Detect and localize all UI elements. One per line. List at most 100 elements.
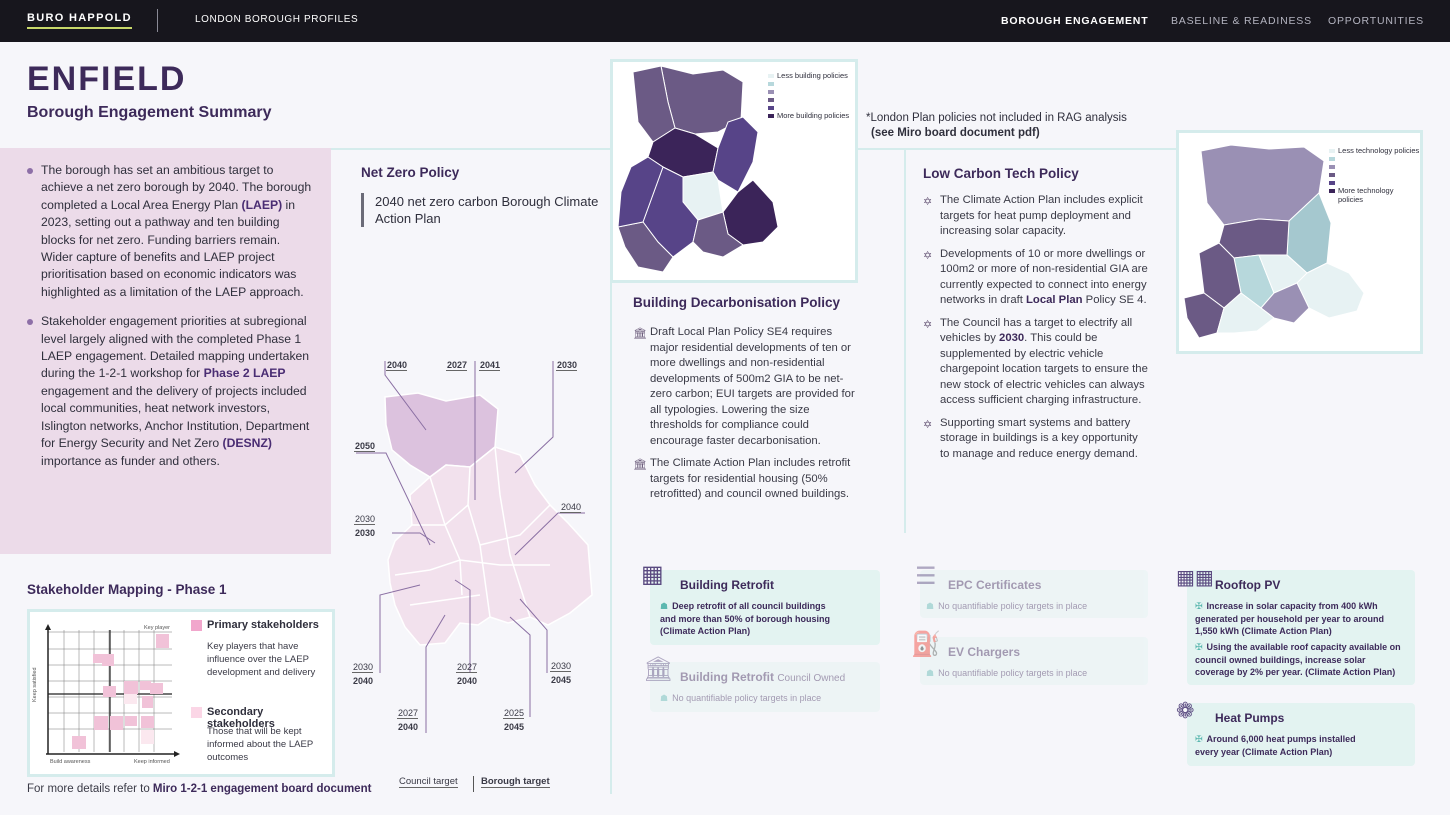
nav-borough-engagement[interactable]: BOROUGH ENGAGEMENT (1001, 15, 1149, 27)
policy-item: ✡ The Climate Action Plan includes explic… (923, 194, 1143, 237)
target-label: 2040 (386, 360, 408, 371)
region[interactable] (692, 211, 744, 258)
stakeholder-title: Stakeholder Mapping - Phase 1 (27, 582, 227, 597)
low-carbon-title: Low Carbon Tech Policy (923, 166, 1079, 181)
bullet-icon: ☗ (660, 601, 669, 611)
legend-swatch (1329, 189, 1335, 193)
card-title: Building Retrofit Council Owned (680, 670, 846, 684)
card-title: Rooftop PV (1215, 578, 1281, 592)
legend-low: Less technology policies (1338, 146, 1420, 155)
card-text: ✠ Using the available roof capacity avail… (1195, 642, 1401, 677)
low-carbon-list: ✡ The Climate Action Plan includes explic… (923, 193, 1148, 469)
legend-divider (473, 776, 474, 792)
card-text: ☗ No quantifiable policy targets in place (926, 601, 1088, 611)
target-label: 2040 (398, 722, 419, 732)
secondary-swatch (191, 707, 202, 718)
building-decarb-title: Building Decarbonisation Policy (633, 295, 841, 310)
target-label: 2040 (353, 676, 374, 686)
miro-link[interactable]: Miro 1-2-1 engagement board document (152, 783, 372, 795)
card-rooftop-pv[interactable]: Rooftop PV ✠ Increase in solar capacity f… (1187, 570, 1415, 685)
building-policy-map: Less building policies More building pol… (610, 59, 858, 283)
target-label: 2030 (355, 528, 376, 538)
council-building-icon: 🏛 (643, 656, 674, 683)
target-label: 2025 (503, 708, 525, 719)
legend-swatch (768, 98, 774, 102)
card-title: Building Retrofit (680, 578, 774, 592)
policy-item: ✡ Developments of 10 or more dwellings or… (923, 247, 1148, 307)
target-label: 2030 (354, 514, 376, 525)
heat-pump-icon: ❁ (1176, 698, 1195, 723)
policy-item: ✡ Supporting smart systems and battery st… (923, 416, 1138, 460)
legend-swatch (768, 82, 774, 86)
card-text: ☗ No quantifiable policy targets in place (926, 668, 1088, 678)
legend-swatch (768, 90, 774, 94)
card-title: EPC Certificates (948, 578, 1042, 592)
legend-swatch (1329, 173, 1335, 177)
region[interactable] (722, 179, 779, 246)
fan-icon: ✡ (923, 418, 933, 431)
target-label: 2027 (456, 662, 478, 673)
region[interactable] (617, 221, 674, 273)
bullet-icon: ✠ (1195, 601, 1203, 611)
app-title[interactable]: LONDON BOROUGH PROFILES (195, 14, 359, 25)
solar-panel-icon: ▦▦ (1176, 567, 1214, 589)
target-label: 2030 (556, 360, 578, 371)
certificate-icon: ☰ (915, 563, 937, 590)
corner-label: Key player (144, 625, 170, 631)
divider (858, 148, 1176, 150)
bullet-icon: ☗ (926, 601, 935, 611)
secondary-label: Secondary stakeholders (207, 706, 275, 730)
divider (904, 148, 906, 533)
legend-swatch (768, 114, 774, 118)
axis-x-left-label: Build awareness (50, 759, 91, 765)
target-label: 2040 (457, 676, 478, 686)
net-zero-title: Net Zero Policy (361, 165, 460, 180)
policy-item: ✡ The Council has a target to electrify a… (923, 316, 1148, 407)
bullet-icon: ☗ (660, 693, 669, 703)
region[interactable] (617, 156, 664, 228)
card-ev-chargers[interactable]: EV Chargers ☗ No quantifiable policy targ… (920, 637, 1148, 685)
region[interactable] (1218, 218, 1290, 259)
target-label: 2050 (354, 441, 376, 452)
nav-opportunities[interactable]: OPPORTUNITIES (1328, 15, 1424, 27)
stakeholder-grid-chart (45, 624, 180, 757)
card-heat-pumps[interactable]: Heat Pumps ✠ Around 6,000 heat pumps inst… (1187, 703, 1415, 766)
axis-x-right-label: Keep informed (134, 759, 170, 765)
stakeholder-matrix: Keep satisfied Build awareness Keep info… (27, 609, 335, 777)
rag-note: *London Plan policies not included in RA… (866, 111, 1127, 141)
card-title: Heat Pumps (1215, 711, 1285, 725)
miro-pdf-link[interactable]: (see Miro board document pdf) (871, 127, 1040, 139)
card-building-retrofit[interactable]: Building Retrofit ☗ Deep retrofit of all … (650, 570, 880, 645)
divider (610, 148, 612, 794)
card-text: ✠ Around 6,000 heat pumps installed every… (1195, 734, 1356, 757)
legend-low: Less building policies (777, 71, 848, 80)
target-label: 2045 (504, 722, 525, 732)
target-label: 2027 (446, 360, 468, 371)
nav-baseline-readiness[interactable]: BASELINE & READINESS (1171, 15, 1312, 27)
fan-icon: ✡ (923, 249, 933, 262)
card-epc-certificates[interactable]: EPC Certificates ☗ No quantifiable policy… (920, 570, 1148, 618)
legend-high: More technology policies (1338, 186, 1394, 204)
primary-label: Primary stakeholders (207, 619, 319, 631)
fan-icon: ✡ (923, 318, 933, 331)
technology-policy-map: Less technology policies More technology… (1176, 130, 1423, 354)
policy-item: 🏛 The Climate Action Plan includes retrof… (633, 457, 851, 500)
card-text: ✠ Increase in solar capacity from 400 kWh… (1195, 601, 1385, 636)
bullet-icon: ☗ (926, 668, 935, 678)
legend-swatch (768, 74, 774, 78)
logo[interactable]: BURO HAPPOLD (27, 12, 132, 29)
region[interactable] (1216, 292, 1275, 334)
summary-item: Stakeholder engagement priorities at sub… (27, 313, 315, 470)
building-map-svg (617, 65, 779, 273)
secondary-desc: Those that will be kept informed about t… (207, 726, 313, 763)
header-divider (157, 9, 158, 32)
fan-icon: ✡ (923, 196, 933, 208)
card-building-retrofit-council[interactable]: Building Retrofit Council Owned ☗ No quan… (650, 662, 880, 712)
legend-swatch (1329, 181, 1335, 185)
card-text: ☗ Deep retrofit of all council buildings … (660, 601, 830, 636)
bullet-icon: ✠ (1195, 642, 1203, 652)
target-label: 2030 (550, 661, 572, 672)
primary-swatch (191, 620, 202, 631)
target-label: 2027 (397, 708, 419, 719)
page-title: ENFIELD (27, 60, 187, 98)
